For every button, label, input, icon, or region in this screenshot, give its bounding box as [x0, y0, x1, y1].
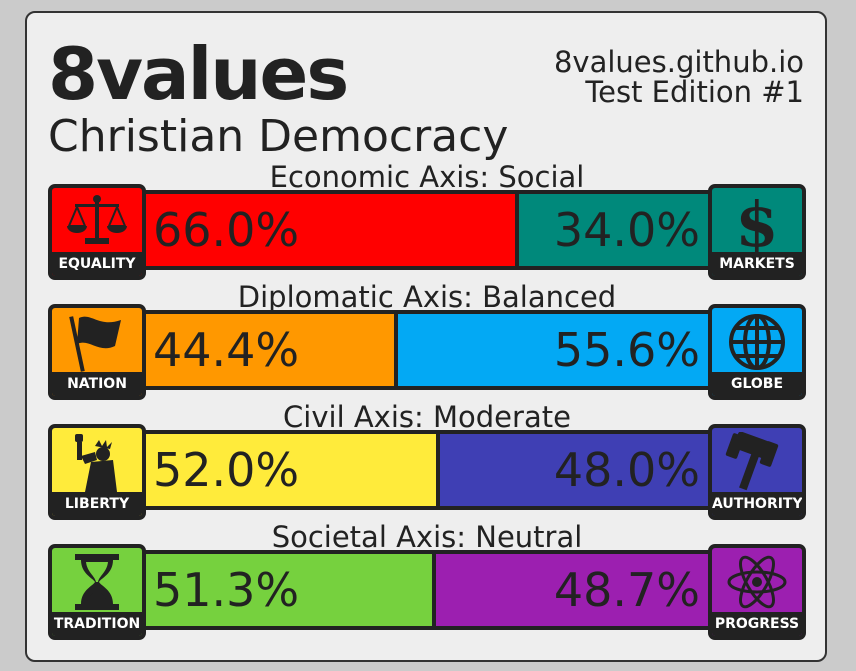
icon-caption: MARKETS [712, 252, 802, 276]
atom-icon [712, 548, 802, 616]
axis-fill-right [436, 554, 708, 626]
axis-label-economic: Economic Axis: Social [269, 160, 585, 194]
dollar-icon: $ [712, 188, 802, 256]
icon-box-tradition: TRADITION [48, 544, 146, 640]
axis-fill-left [146, 314, 394, 386]
flag-icon [52, 308, 142, 376]
icon-box-nation: NATION [48, 304, 146, 400]
gavel-icon [712, 428, 802, 496]
icon-caption: LIBERTY [52, 492, 142, 516]
hourglass-icon [52, 548, 142, 616]
axis-fill-right [440, 434, 708, 506]
icon-box-globe: GLOBE [708, 304, 806, 400]
axis-pct-left: 66.0% [153, 203, 300, 257]
icon-caption: GLOBE [712, 372, 802, 396]
axis-track: 44.4% 55.6% [142, 310, 712, 390]
app-title: 8values [48, 32, 349, 116]
statue-of-liberty-icon [52, 428, 142, 496]
axis-pct-right: 48.0% [553, 443, 700, 497]
icon-box-markets: $ MARKETS [708, 184, 806, 280]
site-url: 8values.github.io [553, 45, 804, 79]
axis-pct-right: 55.6% [553, 323, 700, 377]
scales-icon [52, 188, 142, 256]
axis-bar-societal: 51.3% 48.7% TRADITION PROGRESS [48, 544, 806, 640]
axis-fill-left [146, 194, 515, 266]
axis-fill-left [146, 554, 433, 626]
axis-bar-economic: 66.0% 34.0% EQUALITY $ MARKETS [48, 184, 806, 280]
axis-label-diplomatic: Diplomatic Axis: Balanced [237, 280, 617, 314]
edition-label: Test Edition #1 [585, 75, 804, 109]
axis-track: 51.3% 48.7% [142, 550, 712, 630]
axis-pct-right: 48.7% [553, 563, 700, 617]
axis-bar-civil: 52.0% 48.0% LIBERTY AUTHORITY [48, 424, 806, 520]
icon-caption: NATION [52, 372, 142, 396]
axis-pct-left: 51.3% [153, 563, 300, 617]
axis-label-societal: Societal Axis: Neutral [271, 520, 583, 554]
axis-pct-left: 52.0% [153, 443, 300, 497]
axis-track: 52.0% 48.0% [142, 430, 712, 510]
icon-box-liberty: LIBERTY [48, 424, 146, 520]
axis-fill-right [397, 314, 708, 386]
ideology-result: Christian Democracy [48, 111, 509, 162]
axis-pct-left: 44.4% [153, 323, 300, 377]
svg-text:$: $ [735, 192, 778, 252]
results-card: 8values Christian Democracy 8values.gith… [25, 11, 827, 662]
icon-caption: PROGRESS [712, 612, 802, 636]
axis-pct-right: 34.0% [553, 203, 700, 257]
globe-icon [712, 308, 802, 376]
icon-box-authority: AUTHORITY [708, 424, 806, 520]
axis-bar-diplomatic: 44.4% 55.6% NATION GLOBE [48, 304, 806, 400]
axis-track: 66.0% 34.0% [142, 190, 712, 270]
icon-box-equality: EQUALITY [48, 184, 146, 280]
axis-fill-left [146, 434, 437, 506]
icon-caption: TRADITION [52, 612, 142, 636]
icon-caption: AUTHORITY [712, 492, 802, 516]
icon-caption: EQUALITY [52, 252, 142, 276]
icon-box-progress: PROGRESS [708, 544, 806, 640]
axis-fill-right [518, 194, 708, 266]
axis-label-civil: Civil Axis: Moderate [283, 400, 571, 434]
